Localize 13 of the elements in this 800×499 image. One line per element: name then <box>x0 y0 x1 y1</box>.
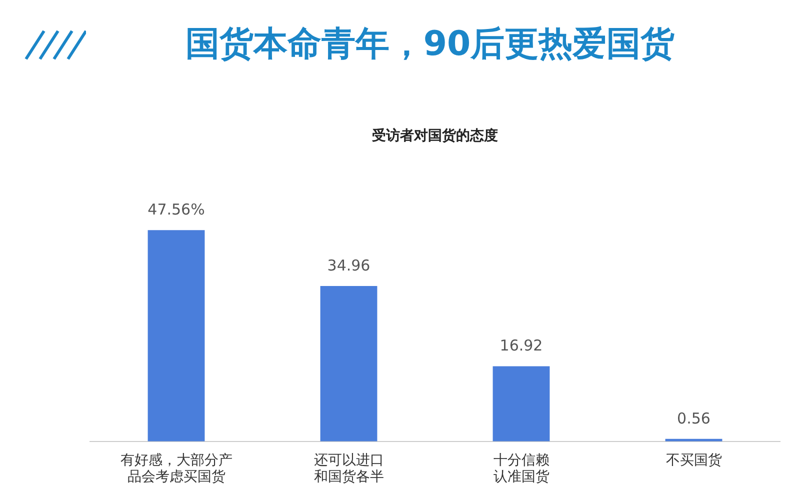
x-tick-label: 不买国货 <box>666 452 722 468</box>
chart-title: 受访者对国货的态度 <box>371 127 498 144</box>
data-label: 16.92 <box>500 336 543 355</box>
bar <box>492 366 550 442</box>
x-tick-label: 还可以进口和国货各半 <box>314 452 384 486</box>
x-tick-label: 有好感，大部分产品会考虑买国货 <box>120 452 232 486</box>
data-label: 34.96 <box>327 256 370 274</box>
text: 国货本命青年，90后更热爱国货 <box>184 23 676 66</box>
data-label: 0.56 <box>677 409 710 428</box>
bar <box>148 230 205 442</box>
x-tick-label: 十分信赖认准国货 <box>493 452 550 486</box>
bar <box>320 286 378 442</box>
data-label: 47.56% <box>148 200 205 218</box>
